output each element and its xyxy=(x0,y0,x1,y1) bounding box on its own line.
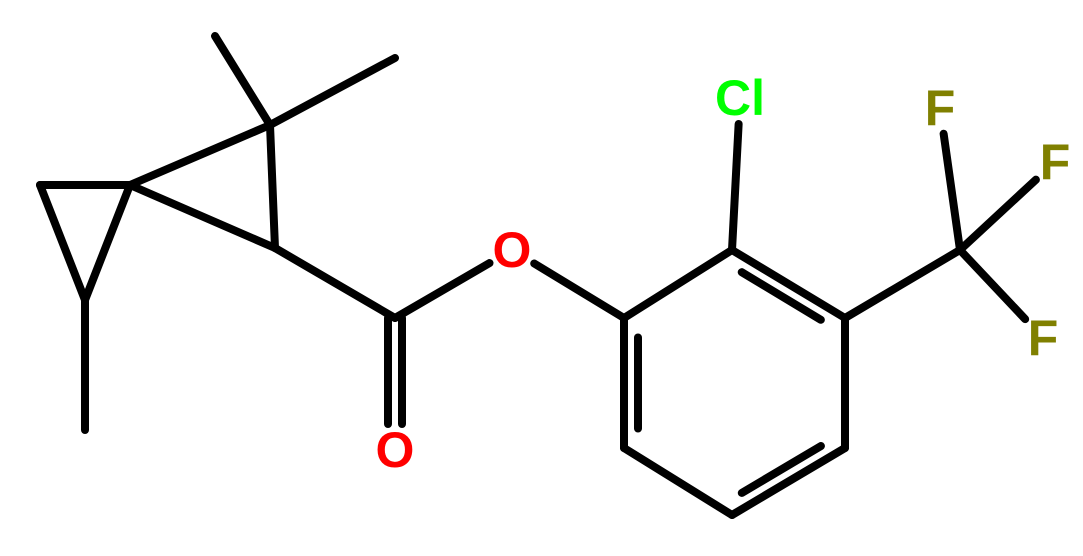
bond xyxy=(732,250,845,318)
atom-label-o: O xyxy=(376,422,415,478)
bond xyxy=(40,185,85,300)
atom-label-f: F xyxy=(1028,310,1059,366)
bond xyxy=(845,250,960,318)
bond xyxy=(960,250,1025,319)
molecule-canvas: O O Cl F F F xyxy=(0,0,1083,556)
bond xyxy=(130,125,270,185)
bond xyxy=(732,448,845,515)
bond xyxy=(270,125,275,248)
atom-label-cl: Cl xyxy=(715,70,765,126)
bond xyxy=(534,263,624,318)
bond xyxy=(624,448,732,515)
bond xyxy=(270,58,395,125)
atom-label-o: O xyxy=(493,222,532,278)
bond xyxy=(944,134,960,250)
bond xyxy=(960,180,1036,250)
bond xyxy=(215,36,270,125)
bond xyxy=(624,250,732,318)
atom-label-f: F xyxy=(1040,134,1071,190)
atom-label-f: F xyxy=(925,80,956,136)
bond xyxy=(275,248,395,318)
bond xyxy=(130,185,275,248)
bond xyxy=(395,263,490,318)
bond xyxy=(732,124,739,250)
bond xyxy=(85,185,130,300)
